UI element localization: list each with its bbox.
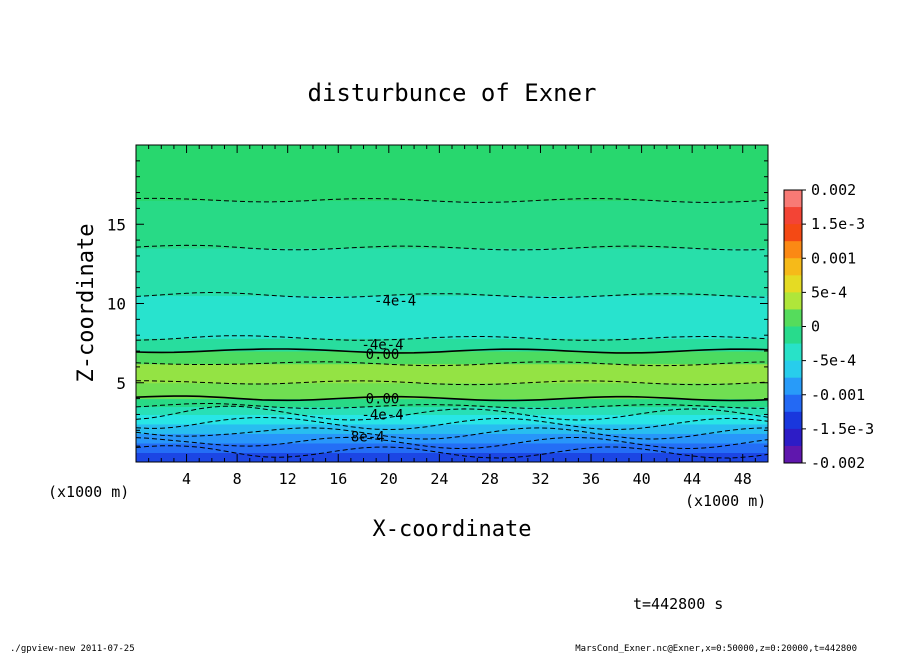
colorbar-cell-14 — [784, 428, 802, 447]
contour-labels: -4e-4-4e-40.000.00-4e-4-8e-4 — [342, 293, 416, 445]
contour-line-7 — [135, 395, 769, 402]
footer-right: MarsCond_Exner.nc@Exner,x=0:50000,z=0:20… — [575, 644, 857, 654]
colorbar-cell-3 — [784, 241, 802, 259]
contour-label-2: 0.00 — [366, 347, 400, 363]
x-tick-label-11: 48 — [734, 470, 752, 488]
x-axis-label: X-coordinate — [373, 517, 532, 542]
x-tick-label-8: 36 — [582, 470, 600, 488]
x-tick-label-9: 40 — [633, 470, 651, 488]
x-tick-label-6: 28 — [481, 470, 499, 488]
contour-line-2 — [135, 436, 769, 450]
x-tick-label-7: 32 — [531, 470, 549, 488]
contour-line-5 — [135, 405, 769, 421]
x-tick-label-2: 12 — [279, 470, 297, 488]
field-layer-0 — [136, 452, 768, 463]
colorbar-tick-label-0: 0.002 — [811, 181, 856, 199]
x-unit-left: (x1000 m) — [48, 483, 129, 501]
colorbar — [784, 190, 802, 464]
field-layer-9 — [136, 351, 768, 365]
colorbar-tick-label-8: -0.002 — [811, 454, 865, 472]
time-annotation: t=442800 s — [633, 595, 723, 613]
contour-label-0: -4e-4 — [374, 293, 416, 309]
y-axis: 5 10 15 — [107, 160, 768, 447]
contour-line-12 — [135, 291, 769, 299]
footer-left: ./gpview-new 2011-07-25 — [10, 644, 135, 654]
contour-line-9 — [135, 361, 769, 367]
colorbar-cell-1 — [784, 207, 802, 225]
contour-line-10 — [135, 348, 769, 354]
field-layer-14 — [136, 145, 768, 201]
colorbar-tick-label-3: 5e-4 — [811, 283, 847, 301]
field-layer-1 — [136, 442, 768, 453]
x-tick-label-0: 4 — [182, 470, 191, 488]
contour-line-1 — [135, 445, 769, 459]
y-tick-label-1: 10 — [107, 295, 126, 314]
contour-line-13 — [135, 244, 769, 251]
colorbar-cell-7 — [784, 309, 802, 327]
colorbar-cell-4 — [784, 258, 802, 276]
field-layer-2 — [136, 433, 768, 444]
colorbar-cell-13 — [784, 411, 802, 430]
field-layer-4 — [136, 414, 768, 425]
contour-line-8 — [135, 380, 769, 386]
contour-label-3: 0.00 — [366, 392, 400, 408]
colorbar-cell-8 — [784, 326, 802, 345]
y-axis-label: Z-coordinate — [74, 224, 99, 383]
x-axis: 4 8 12 16 20 24 28 32 36 40 44 48 — [148, 145, 756, 488]
field-layer-6 — [136, 398, 768, 408]
contour-line-11 — [135, 335, 769, 341]
colorbar-cell-0 — [784, 190, 802, 208]
field-layer-7 — [136, 382, 768, 400]
x-tick-label-10: 44 — [683, 470, 701, 488]
contour-line-14 — [135, 197, 769, 203]
contour-lines — [135, 197, 769, 459]
contour-label-4: -4e-4 — [361, 407, 403, 423]
plot-area — [136, 145, 768, 463]
field-layer-11 — [136, 295, 768, 339]
field-layer-3 — [136, 423, 768, 434]
colorbar-tick-label-6: -0.001 — [811, 386, 865, 404]
colorbar-cell-10 — [784, 360, 802, 379]
x-tick-label-4: 20 — [380, 470, 398, 488]
y-tick-label-2: 15 — [107, 215, 126, 234]
contour-label-1: -4e-4 — [361, 338, 403, 354]
colorbar-tick-label-7: -1.5e-3 — [811, 420, 874, 438]
colorbar-cell-6 — [784, 292, 802, 310]
x-unit-right: (x1000 m) — [685, 492, 766, 510]
colorbar-cell-2 — [784, 224, 802, 242]
colorbar-tick-label-2: 0.001 — [811, 249, 856, 267]
chart-title: disturbunce of Exner — [308, 79, 597, 107]
field-layer-10 — [136, 338, 768, 352]
field-layer-12 — [136, 248, 768, 297]
colorbar-tick-label-1: 1.5e-3 — [811, 215, 865, 233]
field-layer-8 — [136, 363, 768, 384]
contour-line-3 — [135, 427, 769, 440]
colorbar-ticks: 0.002 1.5e-3 0.001 5e-4 0 -5e-4 -0.001 -1.5e-3 -… — [802, 181, 874, 472]
colorbar-cell-15 — [784, 445, 802, 464]
x-tick-label-3: 16 — [329, 470, 347, 488]
contour-line-6 — [135, 402, 769, 409]
colorbar-cell-11 — [784, 377, 802, 396]
x-tick-label-1: 8 — [233, 470, 242, 488]
y-tick-label-0: 5 — [116, 374, 126, 393]
field-layer-5 — [136, 406, 768, 415]
field-layer-13 — [136, 200, 768, 249]
contour-line-4 — [135, 416, 769, 431]
colorbar-cell-12 — [784, 394, 802, 413]
colorbar-tick-label-4: 0 — [811, 318, 820, 336]
colorbar-tick-label-5: -5e-4 — [811, 352, 856, 370]
colorbar-cell-5 — [784, 275, 802, 293]
colorbar-cell-9 — [784, 343, 802, 362]
x-tick-label-5: 24 — [430, 470, 448, 488]
contour-label-5: -8e-4 — [342, 430, 384, 446]
